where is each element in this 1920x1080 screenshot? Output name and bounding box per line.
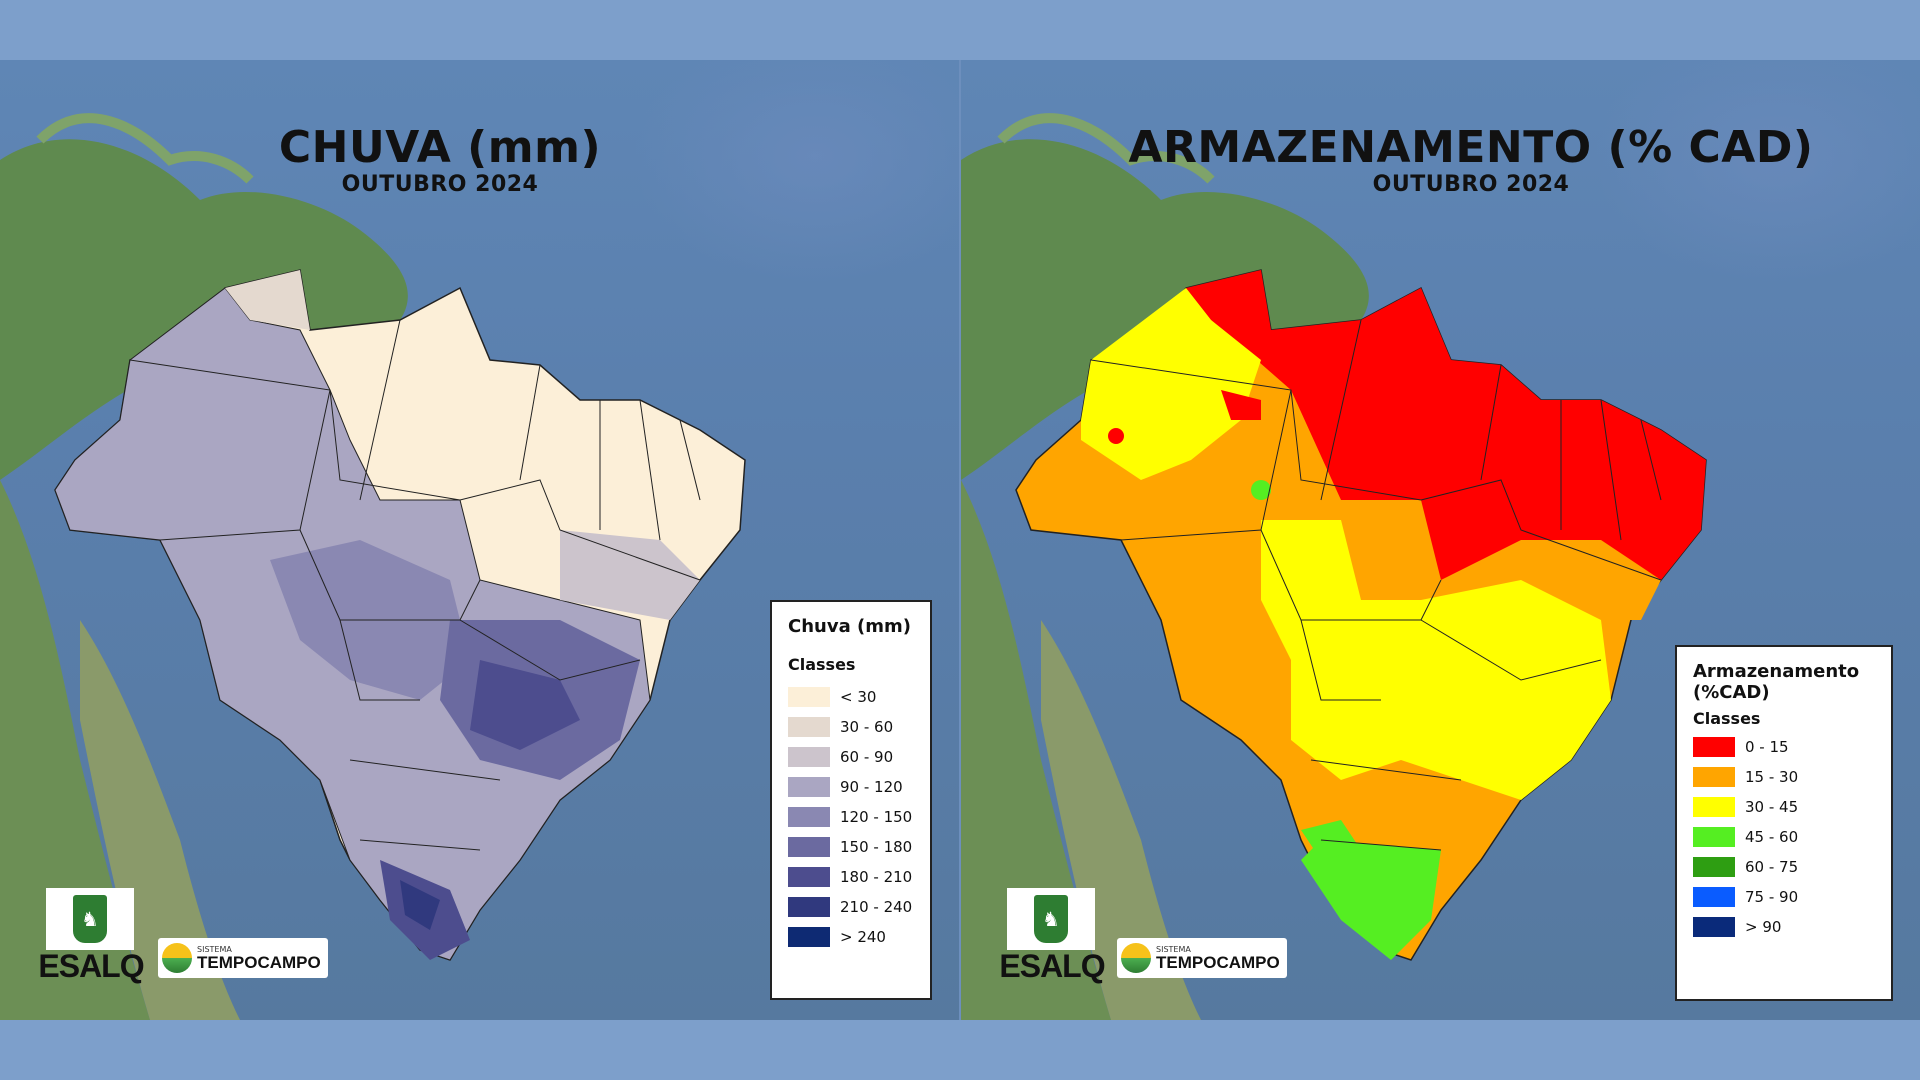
storage-legend-swatch — [1693, 857, 1735, 877]
storage-legend-swatch — [1693, 737, 1735, 757]
storage-legend-label: 45 - 60 — [1745, 828, 1799, 846]
storage-legend-label: 15 - 30 — [1745, 768, 1799, 786]
rain-legend-label: 120 - 150 — [840, 808, 913, 826]
rain-map-title: CHUVA (mm) — [278, 122, 602, 173]
rain-legend-swatch — [788, 777, 830, 797]
storage-legend-label: 0 - 15 — [1745, 738, 1789, 756]
rain-legend-label: 60 - 90 — [840, 748, 894, 766]
rain-legend-swatch — [788, 897, 830, 917]
storage-legend-swatch — [1693, 917, 1735, 937]
rain-legend-label: 180 - 210 — [840, 868, 913, 886]
tempocampo-logo: SISTEMA TEMPOCAMPO — [1117, 938, 1287, 978]
storage-legend-items: 0 - 15 15 - 30 30 - 45 45 - 60 60 - 75 75 - 9… — [1693, 732, 1877, 942]
storage-legend-swatch — [1693, 767, 1735, 787]
storage-legend-swatch — [1693, 887, 1735, 907]
storage-map-subtitle: OUTUBRO 2024 — [1372, 172, 1570, 197]
storage-legend-item: > 90 — [1693, 912, 1877, 942]
esalq-text: ESALQ — [999, 948, 1105, 984]
rain-map-subtitle: OUTUBRO 2024 — [341, 172, 539, 197]
sun-field-icon — [1121, 943, 1151, 973]
rain-legend-swatch — [788, 747, 830, 767]
rain-legend-swatch — [788, 837, 830, 857]
storage-legend-label: 60 - 75 — [1745, 858, 1799, 876]
tempocampo-big-text: TEMPOCAMPO — [1156, 952, 1280, 972]
rain-map-panel: CHUVA (mm) OUTUBRO 2024 Chuva (mm) Class… — [0, 60, 959, 1020]
rain-legend-item: 180 - 210 — [788, 862, 916, 892]
shield-icon: ♞ — [73, 895, 107, 943]
storage-legend: Armazenamento (%CAD) Classes 0 - 15 15 - … — [1675, 645, 1893, 1001]
esalq-logo: ♞ ESALQ — [999, 888, 1106, 998]
rain-legend-label: 150 - 180 — [840, 838, 913, 856]
rain-legend-label: > 240 — [840, 928, 886, 946]
storage-legend-item: 0 - 15 — [1693, 732, 1877, 762]
rain-legend-item: 90 - 120 — [788, 772, 916, 802]
storage-legend-item: 30 - 45 — [1693, 792, 1877, 822]
rain-legend-swatch — [788, 927, 830, 947]
rain-legend: Chuva (mm) Classes < 30 30 - 60 60 - 90 90 … — [770, 600, 932, 1000]
shield-icon: ♞ — [1034, 895, 1068, 943]
storage-legend-swatch — [1693, 827, 1735, 847]
sun-field-icon — [162, 943, 192, 973]
rain-legend-item: 210 - 240 — [788, 892, 916, 922]
rain-legend-label: < 30 — [840, 688, 877, 706]
storage-legend-title: Armazenamento (%CAD) — [1693, 661, 1860, 703]
storage-legend-label: > 90 — [1745, 918, 1782, 936]
rain-legend-label: 90 - 120 — [840, 778, 903, 796]
rain-legend-item: 150 - 180 — [788, 832, 916, 862]
tempocampo-logo: SISTEMA TEMPOCAMPO — [158, 938, 328, 978]
rain-legend-items: < 30 30 - 60 60 - 90 90 - 120 120 - 150 150 -… — [788, 682, 916, 952]
esalq-emblem: ♞ — [46, 888, 134, 950]
brazil-rain-map — [54, 269, 746, 961]
rain-legend-item: 120 - 150 — [788, 802, 916, 832]
storage-map-panel: ARMAZENAMENTO (% CAD) OUTUBRO 2024 Armaz… — [961, 60, 1920, 1020]
rain-legend-swatch — [788, 687, 830, 707]
storage-map-title: ARMAZENAMENTO (% CAD) — [1128, 122, 1814, 173]
tempocampo-small-text: SISTEMA — [1156, 944, 1191, 954]
tempocampo-big-text: TEMPOCAMPO — [197, 952, 321, 972]
esalq-logo: ♞ ESALQ — [38, 888, 145, 998]
rain-legend-item: 60 - 90 — [788, 742, 916, 772]
rain-legend-item: 30 - 60 — [788, 712, 916, 742]
esalq-emblem: ♞ — [1007, 888, 1095, 950]
storage-legend-item: 75 - 90 — [1693, 882, 1877, 912]
rain-legend-swatch — [788, 717, 830, 737]
rain-legend-item: > 240 — [788, 922, 916, 952]
rain-legend-label: 30 - 60 — [840, 718, 894, 736]
tempocampo-small-text: SISTEMA — [197, 944, 232, 954]
rain-legend-title: Chuva (mm) — [788, 616, 911, 637]
storage-legend-label: 75 - 90 — [1745, 888, 1799, 906]
storage-legend-item: 60 - 75 — [1693, 852, 1877, 882]
rain-legend-swatch — [788, 807, 830, 827]
brazil-storage-map — [1015, 269, 1707, 961]
storage-legend-subtitle: Classes — [1693, 709, 1761, 728]
storage-legend-label: 30 - 45 — [1745, 798, 1799, 816]
storage-legend-swatch — [1693, 797, 1735, 817]
panel-divider — [959, 60, 961, 1020]
rain-legend-subtitle: Classes — [788, 655, 856, 674]
rain-legend-label: 210 - 240 — [840, 898, 913, 916]
rain-legend-item: < 30 — [788, 682, 916, 712]
esalq-text: ESALQ — [38, 948, 144, 984]
rain-legend-swatch — [788, 867, 830, 887]
storage-legend-item: 15 - 30 — [1693, 762, 1877, 792]
storage-legend-item: 45 - 60 — [1693, 822, 1877, 852]
